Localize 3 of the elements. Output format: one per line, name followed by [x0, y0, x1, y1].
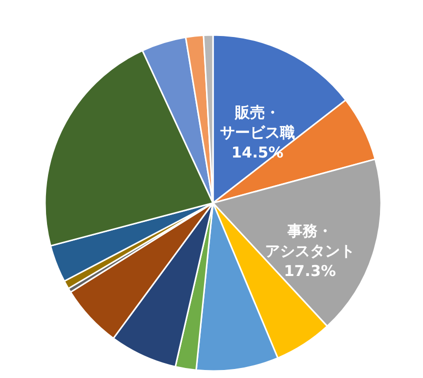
slice-label: 事務・アシスタント — [264, 222, 355, 260]
data-label: 17.3% — [284, 262, 336, 280]
slice-label: 販売・サービス職 — [220, 103, 295, 142]
